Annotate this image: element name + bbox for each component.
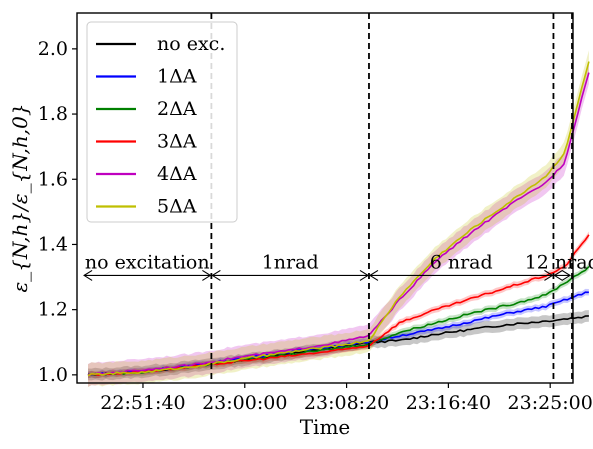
x-axis-ticks: 22:51:40 23:00:00 23:08:20 23:16:40 23:25:00 <box>100 383 593 414</box>
legend-box <box>86 21 238 223</box>
phase-arrowhead <box>83 269 93 281</box>
y-tick-label: 1.0 <box>38 364 68 386</box>
phase-markers: no excitation 1nrad 6 nrad 12 nrad <box>83 13 593 383</box>
legend-label: 1ΔA <box>157 66 197 88</box>
legend: no exc. 1ΔA 2ΔA 3ΔA 4ΔA 5ΔA <box>86 21 238 223</box>
legend-label: 2ΔA <box>157 98 197 120</box>
x-tick-label: 23:16:40 <box>406 392 491 414</box>
y-tick-label: 1.2 <box>38 299 68 321</box>
plot-frame <box>76 12 574 384</box>
series-band <box>88 50 589 388</box>
y-tick-label: 1.6 <box>38 168 68 190</box>
y-tick-label: 1.8 <box>38 103 68 125</box>
phase-arrowhead <box>561 269 572 281</box>
y-tick-label: 1.4 <box>38 233 68 255</box>
phase-arrowhead <box>553 269 563 281</box>
phase-arrowhead <box>544 269 554 281</box>
phase-label: no excitation <box>85 251 210 273</box>
phase-label: 6 nrad <box>430 251 493 273</box>
x-tick-label: 23:25:00 <box>508 392 593 414</box>
series-line <box>87 61 590 377</box>
x-tick-label: 22:51:40 <box>100 392 185 414</box>
x-tick-label: 23:00:00 <box>202 392 287 414</box>
legend-label: 3ΔA <box>157 131 197 153</box>
y-axis-title: ε_{N,h}/ε_{N,h,0} <box>8 103 32 292</box>
legend-label: 5ΔA <box>157 196 197 218</box>
legend-label: no exc. <box>157 33 225 55</box>
y-tick-label: 2.0 <box>38 38 68 60</box>
y-axis-ticks: 1.0 1.2 1.4 1.6 1.8 2.0 <box>38 38 77 386</box>
series-band <box>88 61 589 387</box>
phase-label: 12 nrad <box>525 251 593 273</box>
x-tick-label: 23:08:20 <box>304 392 389 414</box>
phase-label: 1nrad <box>262 251 319 273</box>
phase-arrowhead <box>202 269 212 281</box>
series-band <box>88 288 589 379</box>
phase-arrowhead <box>368 269 379 281</box>
x-axis-title: Time <box>300 415 351 439</box>
series-lines <box>87 61 590 377</box>
phase-arrowhead <box>211 269 221 281</box>
legend-label: 4ΔA <box>157 163 197 185</box>
phase-arrowhead <box>359 269 370 281</box>
